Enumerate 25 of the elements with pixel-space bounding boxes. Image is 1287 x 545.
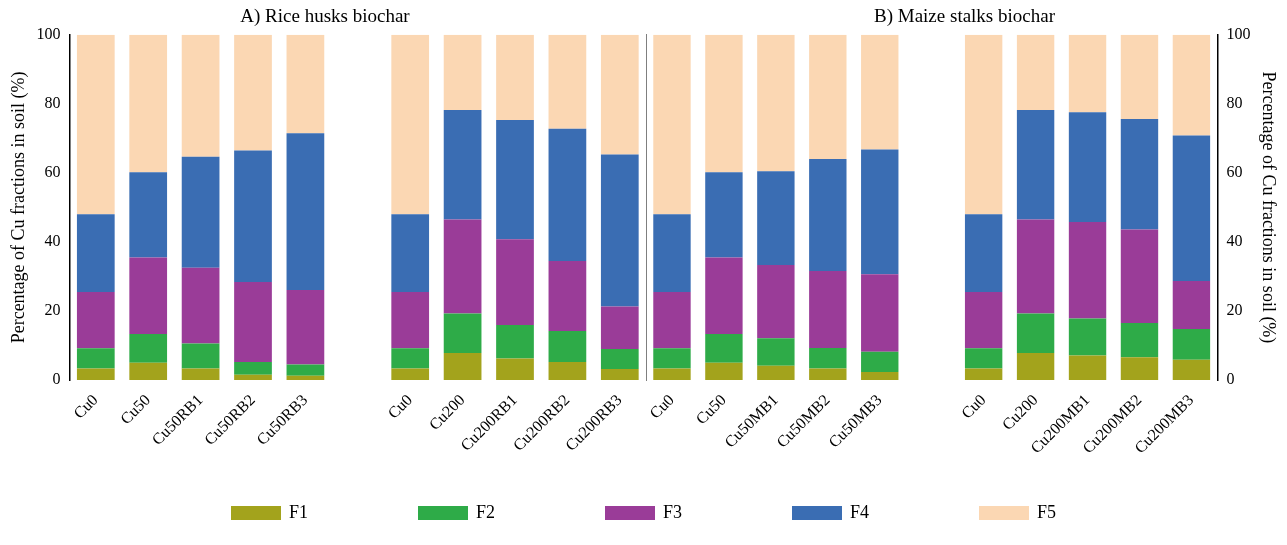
y2-tick-label: 80 [1226,94,1243,112]
legend-label: F2 [475,502,495,523]
y2-tick-label: 40 [1226,232,1243,250]
y2-tick-label: 100 [1226,25,1251,42]
chart-title: B) Maize stalks biochar [874,5,1056,28]
chart-title: A) Rice husks biochar [240,5,411,28]
y-axis-title: Percentage of Cu fractions in soil (%) [7,71,29,344]
y2-tick-label: 20 [1226,301,1243,319]
x-tick-label: Cu0 [384,390,416,422]
legend-label: F5 [1037,502,1057,523]
y-tick-label: 0 [52,370,61,388]
y2-tick-label: 60 [1226,163,1243,181]
y-tick-label: 20 [44,301,61,319]
legend-label: F3 [662,502,682,523]
y-tick-label: 100 [36,25,61,42]
x-tick-label: Cu0 [957,390,989,422]
y2-tick-label: 0 [1226,370,1235,388]
y-tick-label: 60 [44,163,61,181]
y-tick-label: 80 [44,94,61,112]
x-tick-label: Cu0 [70,390,101,422]
x-tick-label: Cu0 [646,390,678,422]
legend-label: F4 [850,502,870,523]
legend-label: F1 [288,502,308,523]
y2-axis-title: Percentage of Cu fractions in soil (%) [1258,71,1280,344]
y-tick-label: 40 [44,232,61,250]
